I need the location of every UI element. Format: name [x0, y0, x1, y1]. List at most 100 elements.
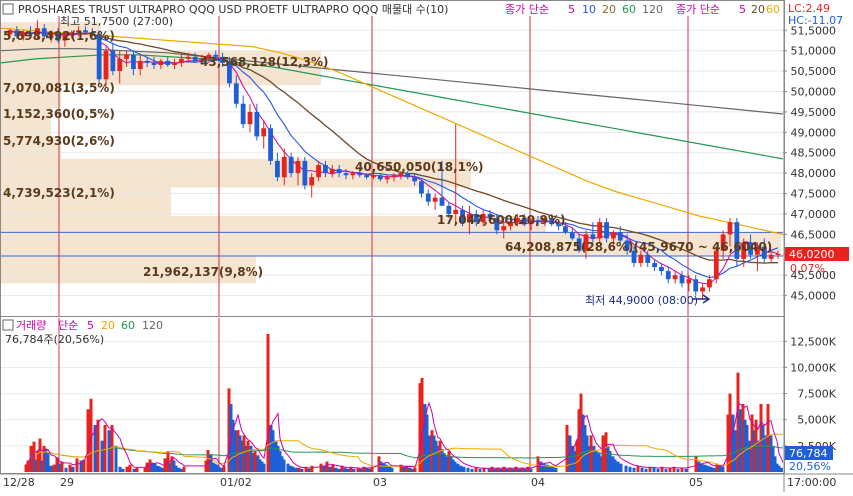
- volume-bar[interactable]: [743, 419, 747, 472]
- candle-body[interactable]: [638, 254, 644, 263]
- candle-body[interactable]: [391, 175, 397, 178]
- volume-bar[interactable]: [258, 459, 262, 472]
- volume-bar[interactable]: [616, 461, 620, 472]
- volume-bar[interactable]: [40, 460, 44, 473]
- volume-bar[interactable]: [470, 468, 474, 472]
- volume-bar[interactable]: [676, 468, 680, 472]
- volume-bar[interactable]: [529, 468, 533, 472]
- volume-bar[interactable]: [508, 467, 512, 472]
- volume-bar[interactable]: [297, 467, 301, 472]
- candle-body[interactable]: [199, 58, 205, 61]
- volume-bar[interactable]: [386, 465, 390, 472]
- volume-bar[interactable]: [761, 424, 765, 472]
- volume-bar[interactable]: [575, 440, 579, 472]
- candle-body[interactable]: [583, 234, 589, 251]
- volume-bar[interactable]: [741, 404, 745, 472]
- candle-body[interactable]: [227, 62, 232, 84]
- volume-bar[interactable]: [158, 466, 162, 472]
- candle-body[interactable]: [131, 54, 136, 70]
- volume-bar[interactable]: [440, 449, 444, 472]
- volume-bar[interactable]: [143, 467, 147, 472]
- candle-body[interactable]: [213, 54, 219, 57]
- candle-body[interactable]: [631, 250, 637, 263]
- volume-bar[interactable]: [599, 456, 603, 472]
- volume-bar[interactable]: [664, 468, 668, 472]
- volume-bar[interactable]: [769, 435, 773, 472]
- volume-bar[interactable]: [307, 468, 311, 472]
- candle-body[interactable]: [179, 58, 184, 63]
- volume-bar[interactable]: [34, 459, 38, 472]
- candle-body[interactable]: [117, 58, 123, 72]
- candle-body[interactable]: [268, 128, 273, 161]
- volume-bar[interactable]: [573, 451, 577, 472]
- candle-body[interactable]: [110, 50, 116, 72]
- candle-body[interactable]: [350, 173, 356, 176]
- volume-bar[interactable]: [604, 432, 608, 472]
- candle-body[interactable]: [329, 169, 335, 174]
- volume-bar[interactable]: [271, 430, 275, 472]
- candle-body[interactable]: [693, 279, 699, 292]
- volume-bar[interactable]: [606, 445, 610, 472]
- volume-bar[interactable]: [589, 435, 593, 472]
- volume-bar[interactable]: [594, 451, 598, 472]
- candle-body[interactable]: [720, 234, 726, 251]
- volume-bar[interactable]: [478, 468, 482, 472]
- volume-bar[interactable]: [736, 372, 740, 472]
- candle-body[interactable]: [508, 222, 513, 227]
- candle-body[interactable]: [137, 60, 143, 70]
- volume-bar[interactable]: [365, 467, 369, 472]
- candle-body[interactable]: [535, 220, 541, 223]
- candle-body[interactable]: [192, 56, 198, 61]
- volume-bar[interactable]: [222, 465, 226, 472]
- volume-bar[interactable]: [721, 466, 725, 472]
- volume-bar[interactable]: [545, 464, 549, 472]
- candle-body[interactable]: [21, 32, 27, 37]
- candle-body[interactable]: [41, 28, 47, 37]
- volume-bar[interactable]: [520, 467, 524, 472]
- candle-body[interactable]: [624, 240, 630, 251]
- candle-body[interactable]: [604, 222, 609, 239]
- volume-bar[interactable]: [55, 457, 59, 472]
- candle-body[interactable]: [302, 160, 308, 186]
- volume-bar[interactable]: [220, 467, 224, 472]
- volume-bar[interactable]: [487, 468, 491, 472]
- volume-bar[interactable]: [438, 440, 442, 472]
- volume-bar[interactable]: [153, 463, 157, 472]
- volume-bar[interactable]: [38, 438, 42, 472]
- volume-bar[interactable]: [551, 466, 555, 472]
- volume-bar[interactable]: [427, 435, 431, 472]
- volume-bar[interactable]: [68, 464, 72, 472]
- candle-body[interactable]: [741, 242, 747, 259]
- candle-body[interactable]: [76, 30, 81, 33]
- volume-bar[interactable]: [269, 424, 273, 472]
- volume-bar[interactable]: [413, 467, 417, 472]
- volume-bar[interactable]: [745, 424, 749, 472]
- volume-bar[interactable]: [648, 466, 652, 472]
- volume-bar[interactable]: [52, 464, 56, 472]
- volume-bar[interactable]: [728, 393, 732, 472]
- candle-body[interactable]: [233, 83, 239, 104]
- candle-body[interactable]: [275, 160, 280, 178]
- volume-bar[interactable]: [756, 440, 760, 472]
- candle-body[interactable]: [563, 226, 568, 233]
- volume-bar[interactable]: [571, 445, 575, 472]
- volume-bar[interactable]: [771, 445, 775, 472]
- volume-bar[interactable]: [379, 461, 383, 472]
- candle-body[interactable]: [288, 156, 294, 174]
- candle-body[interactable]: [412, 177, 417, 182]
- volume-bar[interactable]: [402, 466, 406, 472]
- volume-bar[interactable]: [168, 462, 172, 472]
- candle-body[interactable]: [528, 220, 534, 225]
- volume-bar[interactable]: [346, 468, 350, 472]
- volume-bar[interactable]: [733, 430, 737, 472]
- candle-body[interactable]: [89, 32, 95, 35]
- candle-body[interactable]: [261, 128, 267, 137]
- volume-bar[interactable]: [517, 468, 521, 472]
- volume-bar[interactable]: [568, 435, 572, 472]
- volume-bar[interactable]: [703, 464, 707, 472]
- volume-bar[interactable]: [170, 456, 174, 472]
- volume-bar[interactable]: [384, 464, 388, 472]
- volume-bar[interactable]: [418, 383, 422, 472]
- volume-bar[interactable]: [107, 430, 111, 472]
